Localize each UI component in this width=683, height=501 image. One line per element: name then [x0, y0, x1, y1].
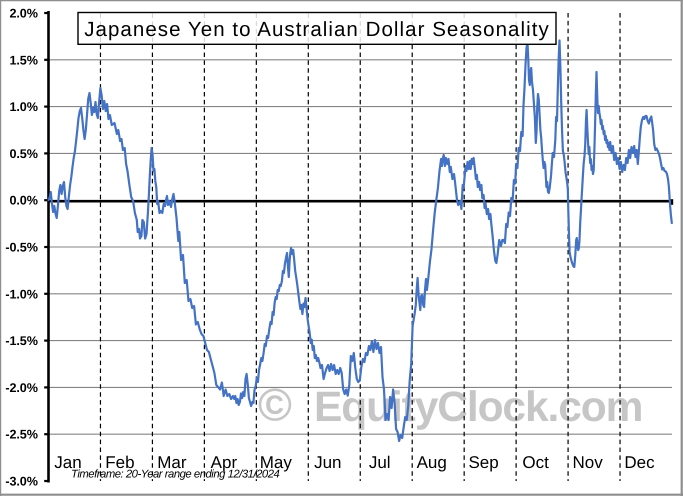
svg-text:-1.5%: -1.5% [5, 334, 37, 348]
svg-text:-0.5%: -0.5% [5, 241, 37, 255]
svg-text:Oct: Oct [522, 453, 549, 472]
svg-text:Dec: Dec [624, 453, 655, 472]
svg-text:Feb: Feb [105, 453, 134, 472]
svg-text:-2.5%: -2.5% [5, 428, 37, 442]
svg-text:-2.0%: -2.0% [5, 381, 37, 395]
svg-text:0.5%: 0.5% [9, 147, 37, 161]
svg-text:1.0%: 1.0% [9, 100, 37, 114]
svg-text:Jul: Jul [369, 453, 391, 472]
svg-text:Nov: Nov [572, 453, 603, 472]
svg-text:Apr: Apr [211, 453, 238, 472]
svg-text:0.0%: 0.0% [9, 194, 37, 208]
svg-text:©: © [258, 379, 292, 431]
svg-text:EquityClock.com: EquityClock.com [314, 384, 642, 431]
svg-text:1.5%: 1.5% [9, 53, 37, 67]
svg-text:-1.0%: -1.0% [5, 287, 37, 301]
svg-text:Sep: Sep [468, 453, 498, 472]
svg-text:Aug: Aug [417, 453, 447, 472]
svg-text:Jun: Jun [314, 453, 341, 472]
svg-text:Jan: Jan [54, 453, 81, 472]
svg-text:Japanese Yen to Australian Dol: Japanese Yen to Australian Dollar Season… [84, 18, 550, 41]
svg-text:2.0%: 2.0% [9, 7, 37, 21]
svg-text:-3.0%: -3.0% [5, 475, 37, 489]
svg-text:May: May [260, 453, 293, 472]
svg-text:Mar: Mar [157, 453, 187, 472]
svg-text:Timeframe: 20-Year range endin: Timeframe: 20-Year range ending 12/31/20… [71, 469, 280, 481]
